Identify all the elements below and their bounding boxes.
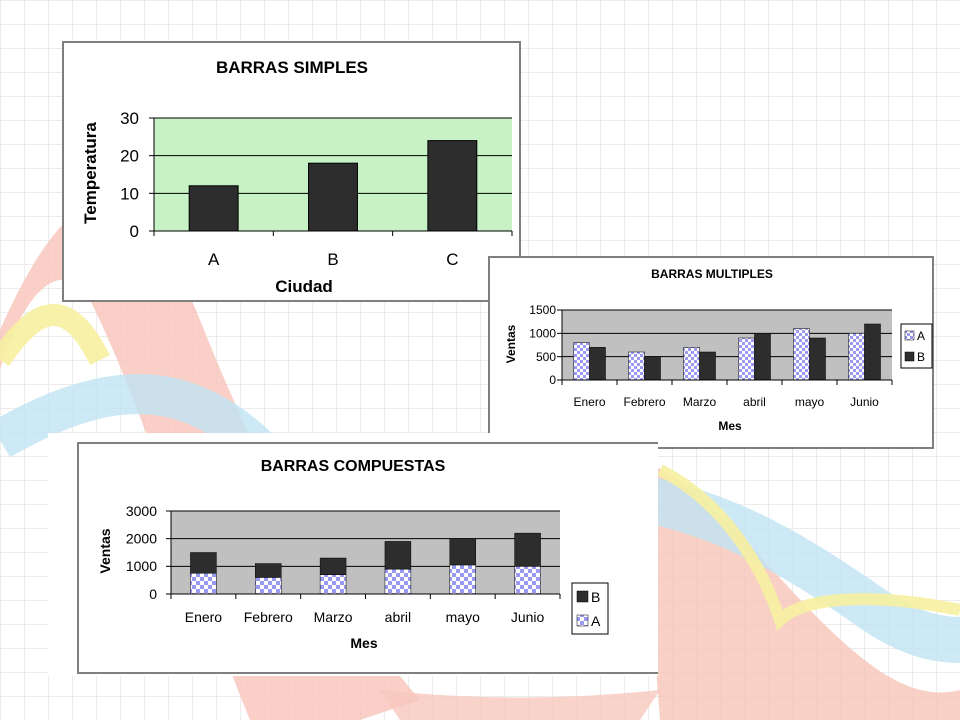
legend-label: A xyxy=(917,329,925,343)
legend-swatch xyxy=(904,330,915,341)
x-tick-label: Junio xyxy=(850,395,879,409)
x-axis-label: Mes xyxy=(350,635,377,651)
y-tick-label: 20 xyxy=(120,147,139,166)
bar-series-a xyxy=(683,347,700,381)
bar-series-b xyxy=(754,333,771,381)
x-tick-label: abril xyxy=(385,609,411,625)
bar-segment-a xyxy=(319,574,347,595)
y-axis-label: Ventas xyxy=(504,324,518,363)
bar-series-a xyxy=(573,342,590,381)
y-tick-label: 30 xyxy=(120,109,139,128)
y-tick-label: 10 xyxy=(120,184,139,203)
y-tick-label: 0 xyxy=(149,586,157,602)
chart-simple: BARRAS SIMPLES 0 10 20 30 A B C Ciudad Tempera… xyxy=(81,58,513,296)
legend-label: A xyxy=(591,613,601,629)
y-tick-label: 2000 xyxy=(126,531,157,547)
legend: AB xyxy=(900,323,933,369)
x-tick-label: mayo xyxy=(446,609,480,625)
bar-series-b xyxy=(699,351,716,381)
x-tick-label: Marzo xyxy=(683,395,717,409)
x-axis-label: Mes xyxy=(718,419,742,433)
bar xyxy=(188,185,239,232)
x-tick-label: A xyxy=(208,250,220,269)
y-tick-label: 0 xyxy=(130,222,139,241)
chart-stacked: BARRAS COMPUESTAS 0 1000 2000 3000 Enero Febr… xyxy=(77,442,658,674)
bar-segment-a xyxy=(255,577,282,595)
bar-series-a xyxy=(848,333,865,381)
legend-swatch xyxy=(576,590,589,603)
bar-segment-b xyxy=(514,532,541,567)
chart-frame xyxy=(77,442,658,674)
chart-stacked-panel: BARRAS COMPUESTAS 0 1000 2000 3000 Enero Febr… xyxy=(48,433,658,676)
bar-segment-a xyxy=(190,573,217,595)
y-tick-label: 3000 xyxy=(126,503,157,519)
bar-series-a xyxy=(628,351,645,381)
chart-simple-panel: BARRAS SIMPLES 0 10 20 30 A B C Ciudad Tempera… xyxy=(62,41,521,302)
bar-segment-a xyxy=(384,568,412,595)
bar-segment-b xyxy=(255,563,282,578)
bar-series-a xyxy=(793,328,810,381)
x-tick-label: abril xyxy=(743,395,766,409)
bar-series-a xyxy=(738,337,755,381)
bar xyxy=(427,140,478,232)
x-tick-label: mayo xyxy=(795,395,825,409)
plot-area xyxy=(562,310,892,380)
bar xyxy=(308,162,358,232)
chart-title: BARRAS MULTIPLES xyxy=(651,267,773,281)
x-tick-label: B xyxy=(327,250,338,269)
x-tick-label: Marzo xyxy=(314,609,353,625)
y-tick-label: 0 xyxy=(549,373,556,387)
bar-segment-a xyxy=(449,564,476,595)
x-tick-label: Enero xyxy=(185,609,223,625)
legend-swatch xyxy=(904,351,915,362)
x-tick-label: Junio xyxy=(511,609,545,625)
y-tick-label: 1000 xyxy=(529,327,556,341)
chart-title: BARRAS SIMPLES xyxy=(216,58,368,77)
y-tick-label: 500 xyxy=(536,350,556,364)
legend-swatch xyxy=(576,614,589,627)
x-axis-label: Ciudad xyxy=(275,277,333,296)
bar-segment-b xyxy=(190,552,217,574)
plot-area xyxy=(171,511,560,594)
legend-label: B xyxy=(591,589,600,605)
y-tick-label: 1000 xyxy=(126,558,157,574)
legend-label: B xyxy=(917,350,925,364)
x-tick-label: Enero xyxy=(573,395,605,409)
legend: BA xyxy=(571,582,609,635)
x-tick-label: Febrero xyxy=(623,395,665,409)
bar-series-b xyxy=(644,356,661,381)
bar-series-b xyxy=(809,337,826,381)
y-axis-label: Temperatura xyxy=(81,122,100,224)
chart-multiple: BARRAS MULTIPLES 0 500 1000 1500 Enero Febrer… xyxy=(504,267,933,433)
x-tick-label: C xyxy=(446,250,458,269)
bar-segment-a xyxy=(514,566,541,595)
bar-segment-b xyxy=(319,557,347,575)
bar-segment-b xyxy=(384,541,412,570)
bar-series-b xyxy=(589,347,606,381)
y-tick-label: 1500 xyxy=(529,303,556,317)
y-axis-label: Ventas xyxy=(97,528,113,573)
chart-title: BARRAS COMPUESTAS xyxy=(261,458,446,475)
x-tick-label: Febrero xyxy=(244,609,293,625)
legend-box xyxy=(571,582,609,635)
bar-series-b xyxy=(864,323,881,381)
chart-multiple-panel: BARRAS MULTIPLES 0 500 1000 1500 Enero Febrer… xyxy=(488,256,934,449)
bar-segment-b xyxy=(449,538,476,566)
